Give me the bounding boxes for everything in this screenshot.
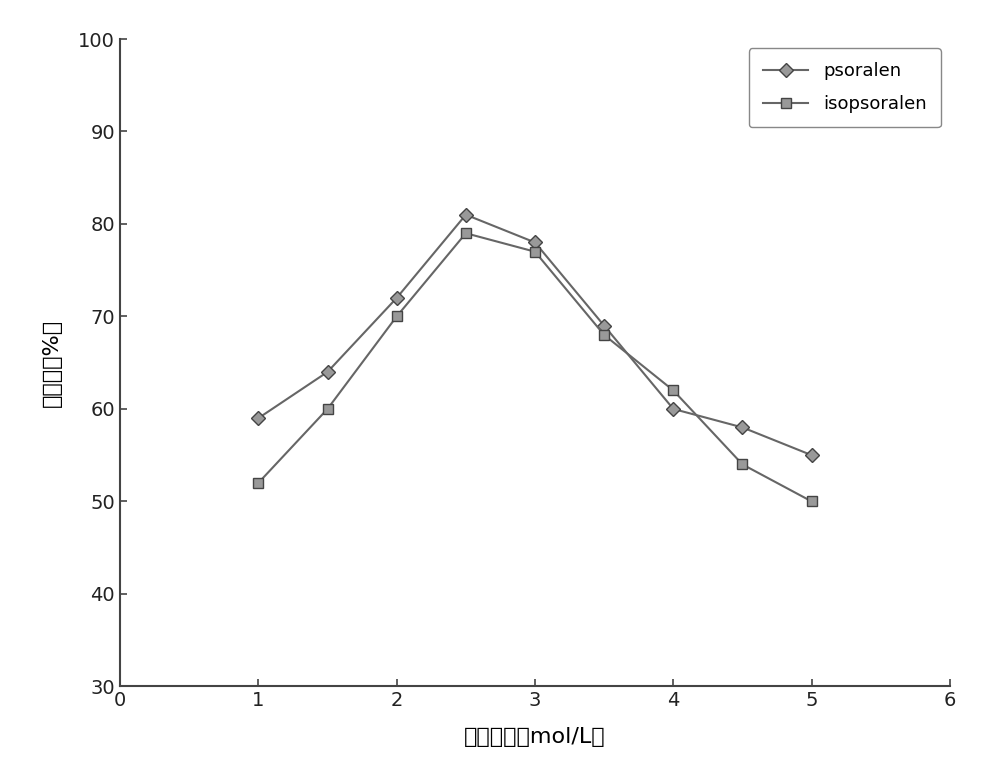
isopsoralen: [529, 247, 541, 257]
isopsoralen: [460, 229, 472, 238]
Line: isopsoralen: isopsoralen: [253, 229, 817, 506]
isopsoralen: [736, 459, 748, 469]
X-axis label: 盐的浓度（mol/L）: 盐的浓度（mol/L）: [464, 727, 606, 747]
Line: psoralen: psoralen: [253, 210, 817, 460]
isopsoralen: [391, 312, 403, 321]
isopsoralen: [252, 478, 264, 488]
isopsoralen: [806, 497, 818, 506]
psoralen: [391, 293, 403, 303]
psoralen: [667, 404, 679, 413]
psoralen: [806, 451, 818, 460]
psoralen: [460, 210, 472, 219]
isopsoralen: [667, 386, 679, 395]
psoralen: [322, 367, 334, 377]
Legend: psoralen, isopsoralen: psoralen, isopsoralen: [749, 48, 941, 127]
Y-axis label: 回收率（%）: 回收率（%）: [42, 319, 62, 406]
psoralen: [529, 238, 541, 247]
psoralen: [598, 321, 610, 331]
psoralen: [252, 413, 264, 423]
psoralen: [736, 423, 748, 432]
isopsoralen: [598, 330, 610, 339]
isopsoralen: [322, 404, 334, 413]
